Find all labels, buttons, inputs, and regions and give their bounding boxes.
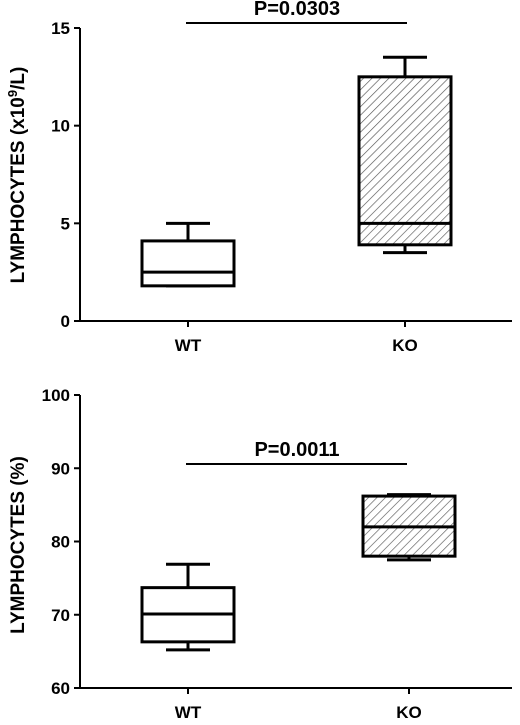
- x-tick-label: KO: [392, 336, 418, 355]
- boxes: [140, 493, 457, 652]
- p-value-label: P=0.0303: [254, 0, 340, 20]
- y-axis-title: LYMPHOCYTES (%): [8, 456, 29, 634]
- boxes: [140, 55, 453, 288]
- significance-bracket: P=0.0303: [186, 0, 407, 24]
- x-tick-label: KO: [396, 703, 422, 722]
- box-wt: [140, 221, 236, 288]
- y-tick-label: 5: [61, 214, 70, 233]
- box-wt: [140, 562, 236, 652]
- box-ko: [361, 493, 457, 562]
- y-tick-label: 60: [51, 679, 70, 698]
- y-tick-label: 80: [51, 533, 70, 552]
- box-iqr: [357, 75, 453, 247]
- y-tick-label: 10: [51, 117, 70, 136]
- chart-absolute-lymphocytes: LYMPHOCYTES (x109/L) 0 5 10 15 WT KO P=0.030…: [5, 0, 512, 355]
- significance-bracket: P=0.0011: [186, 439, 407, 465]
- category-labels: WT KO: [175, 321, 418, 355]
- chart-percent-lymphocytes: LYMPHOCYTES (%) 60 70 80 90 100 WT KO P=0.001…: [8, 386, 512, 722]
- y-axis-title: LYMPHOCYTES (x109/L): [5, 67, 29, 284]
- x-tick-label: WT: [175, 336, 202, 355]
- box-iqr: [140, 239, 236, 288]
- y-ticks: 60 70 80 90 100: [42, 386, 80, 698]
- y-tick-label: 0: [61, 312, 70, 331]
- y-ticks: 0 5 10 15: [51, 19, 80, 331]
- axes: [79, 28, 512, 322]
- category-labels: WT KO: [175, 688, 422, 722]
- x-tick-label: WT: [175, 703, 202, 722]
- y-tick-label: 15: [51, 19, 70, 38]
- y-tick-label: 90: [51, 459, 70, 478]
- y-tick-label: 70: [51, 606, 70, 625]
- p-value-label: P=0.0011: [254, 439, 339, 461]
- y-tick-label: 100: [42, 386, 70, 405]
- box-ko: [357, 55, 453, 255]
